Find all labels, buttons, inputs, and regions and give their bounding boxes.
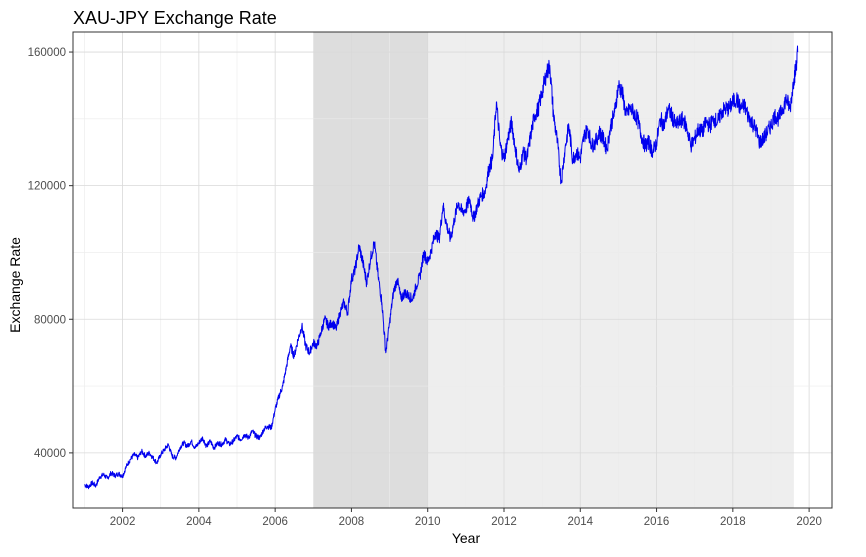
- y-tick-label: 80000: [34, 314, 66, 326]
- x-tick-label: 2016: [644, 516, 670, 528]
- x-tick-label: 2012: [491, 516, 517, 528]
- x-tick-label: 2018: [720, 516, 746, 528]
- gridlines: [73, 32, 832, 508]
- x-tick-label: 2020: [796, 516, 822, 528]
- y-tick-label: 120000: [28, 181, 66, 193]
- panel-border: [72, 31, 833, 509]
- series-layer: [84, 45, 799, 490]
- axes: 2002 2004 2006 2008 2010 2012 2014 2016 2018 2020…: [28, 47, 822, 528]
- y-tick-label: 40000: [34, 448, 66, 460]
- chart-title: XAU-JPY Exchange Rate: [73, 8, 277, 28]
- x-tick-label: 2010: [415, 516, 441, 528]
- x-tick-label: 2014: [567, 516, 593, 528]
- x-tick-label: 2004: [186, 516, 212, 528]
- plot-frame: [72, 31, 833, 509]
- x-tick-label: 2002: [110, 516, 136, 528]
- x-tick-label: 2008: [339, 516, 365, 528]
- y-tick-label: 160000: [28, 47, 66, 59]
- series-line-0: [84, 45, 799, 490]
- y-axis-label: Exchange Rate: [7, 237, 23, 333]
- x-tick-label: 2006: [262, 516, 288, 528]
- x-axis-label: Year: [452, 530, 481, 546]
- shaded-region-0: [313, 32, 428, 508]
- shaded-regions: [313, 32, 794, 508]
